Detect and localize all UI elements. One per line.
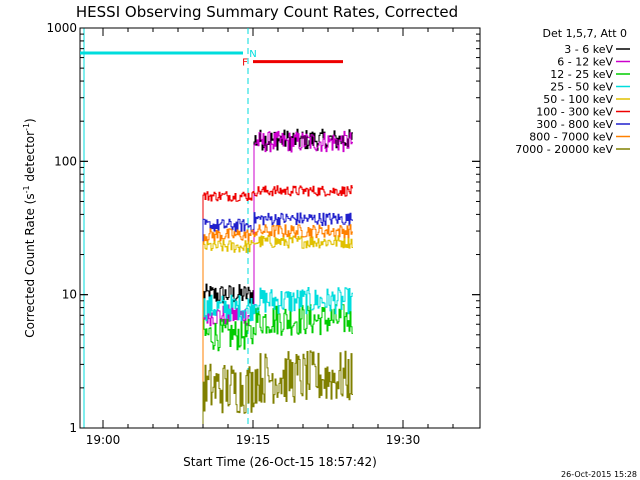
flag-label-N: N <box>249 49 256 60</box>
legend-label-7: 800 - 7000 keV <box>529 131 613 144</box>
legend-label-1: 6 - 12 keV <box>557 56 613 69</box>
series-line-7 <box>202 224 353 428</box>
flag-label-F: F <box>242 58 248 69</box>
legend-label-8: 7000 - 20000 keV <box>515 143 613 156</box>
legend-label-3: 25 - 50 keV <box>550 81 613 94</box>
series-line-4 <box>202 234 353 428</box>
legend-label-5: 100 - 300 keV <box>536 106 613 119</box>
legend-header: Det 1,5,7, Att 0 <box>543 27 627 40</box>
x-tick-label: 19:30 <box>386 433 421 447</box>
legend-label-4: 50 - 100 keV <box>543 93 613 106</box>
legend-label-2: 12 - 25 keV <box>550 68 613 81</box>
legend-label-0: 3 - 6 keV <box>564 43 613 56</box>
chart-title: HESSI Observing Summary Count Rates, Cor… <box>76 3 458 21</box>
series-line-5 <box>202 185 353 428</box>
x-axis-label: Start Time (26-Oct-15 18:57:42) <box>183 455 377 469</box>
y-tick-label: 100 <box>54 154 77 168</box>
x-tick-label: 19:15 <box>236 433 271 447</box>
y-axis-label: Corrected Count Rate (s-1 detector-1) <box>22 118 37 337</box>
series-line-2 <box>202 304 353 428</box>
y-tick-label: 1000 <box>46 21 77 35</box>
legend-label-6: 300 - 800 keV <box>536 118 613 131</box>
series-line-3 <box>202 287 353 428</box>
series-line-8 <box>202 350 353 428</box>
x-tick-label: 19:00 <box>86 433 121 447</box>
plot-frame <box>79 27 481 429</box>
timestamp: 26-Oct-2015 15:28 <box>561 470 637 479</box>
y-tick-label: 1 <box>69 421 77 435</box>
y-tick-label: 10 <box>62 288 77 302</box>
